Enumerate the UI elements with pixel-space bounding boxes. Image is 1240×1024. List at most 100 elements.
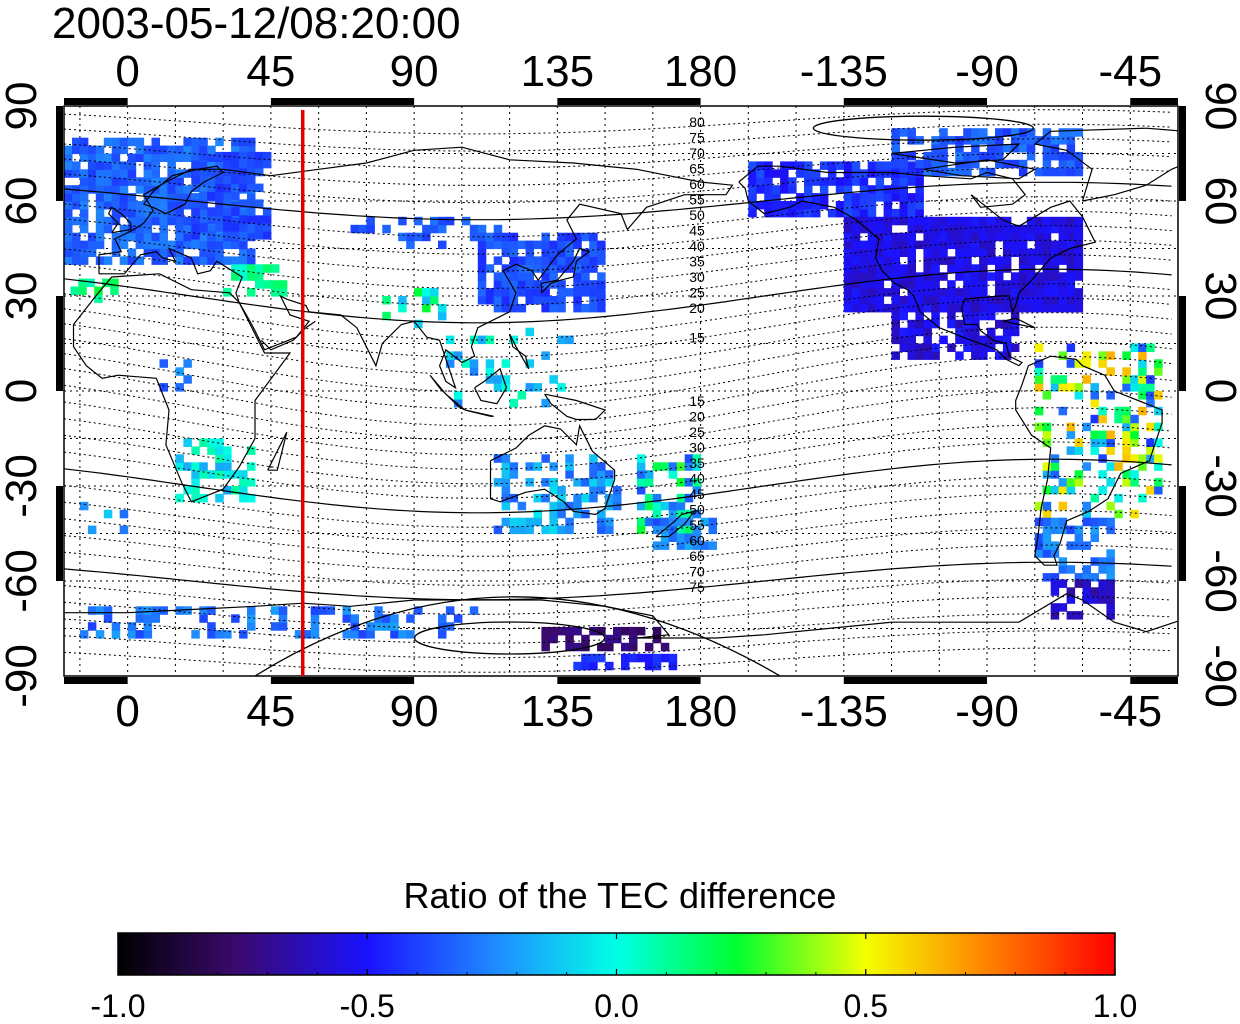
tec-patch — [581, 493, 590, 503]
tec-patch — [509, 280, 519, 289]
tec-patch — [684, 462, 694, 471]
tec-patch — [1106, 557, 1115, 566]
tec-patch — [517, 256, 527, 265]
tec-patch — [796, 161, 805, 170]
tec-patch — [605, 642, 614, 652]
tec-patch — [95, 606, 105, 615]
tec-patch — [613, 626, 622, 636]
contour-label-north: 55 — [689, 192, 705, 208]
tec-patch — [1042, 533, 1052, 542]
tec-patch — [414, 288, 423, 297]
tec-patch — [875, 240, 885, 250]
tec-patch — [445, 606, 455, 615]
y-tick-right: 60 — [1196, 177, 1240, 226]
tec-patch — [573, 493, 582, 503]
tec-patch — [804, 169, 813, 178]
tec-patch — [636, 653, 646, 663]
contour-line — [64, 210, 1172, 255]
tec-patch — [971, 144, 980, 153]
tec-patch — [939, 335, 948, 345]
tec-patch — [788, 161, 797, 170]
tec-patch — [565, 288, 574, 297]
axis-bar-top — [843, 98, 988, 105]
tec-patch — [1042, 264, 1052, 273]
tec-patch — [605, 525, 614, 535]
tec-patch — [270, 606, 280, 615]
colorbar-tick-label: 0.5 — [844, 988, 888, 1024]
tec-patch — [493, 478, 503, 487]
tec-patch — [239, 215, 248, 224]
tec-patch — [819, 177, 829, 186]
tec-patch — [1042, 470, 1052, 479]
tec-patch — [819, 185, 829, 194]
tec-patch — [565, 264, 574, 273]
tec-patch — [1034, 248, 1044, 257]
tec-patch — [525, 256, 534, 265]
tec-patch — [1130, 470, 1139, 479]
tec-patch — [541, 634, 550, 644]
tec-patch — [223, 175, 232, 185]
tec-patch — [772, 185, 781, 194]
tec-patch — [883, 232, 893, 242]
axis-bar-bottom — [64, 677, 128, 684]
tec-patch — [1018, 136, 1028, 145]
tec-patch — [923, 280, 932, 289]
tec-patch — [175, 462, 184, 471]
tec-patch — [1058, 159, 1068, 169]
tec-patch — [804, 185, 813, 194]
tec-patch — [1058, 525, 1068, 535]
tec-patch — [1066, 272, 1076, 281]
tec-patch — [1106, 478, 1115, 487]
tec-patch — [565, 248, 574, 257]
tec-patch — [1034, 501, 1044, 511]
tec-patch — [963, 240, 972, 250]
tec-patch — [1026, 272, 1036, 281]
tec-patch — [939, 248, 948, 257]
tec-patch — [995, 159, 1004, 169]
colorbar-title: Ratio of the TEC difference — [403, 875, 837, 916]
tec-patch — [565, 335, 574, 345]
tec-patch — [374, 606, 383, 615]
tec-patch — [875, 248, 885, 257]
tec-patch — [239, 199, 248, 208]
tec-patch — [676, 541, 686, 550]
tec-patch — [1034, 216, 1044, 226]
tec-patch — [597, 288, 606, 297]
tec-patch — [557, 240, 566, 250]
tec-patch — [64, 153, 73, 162]
tec-patch — [255, 159, 264, 169]
tec-patch — [907, 216, 916, 226]
tec-patch — [748, 177, 757, 186]
tec-patch — [111, 240, 121, 250]
tec-patch — [764, 193, 773, 202]
tec-patch — [255, 272, 264, 281]
tec-patch — [597, 296, 606, 305]
tec-patch — [907, 232, 916, 242]
tec-patch — [207, 161, 216, 170]
tec-patch — [573, 264, 582, 273]
contour-labels: 8075706560555045403530252015152025303540… — [689, 114, 705, 595]
tec-patch — [485, 264, 495, 273]
tec-patch — [931, 232, 940, 242]
tec-patch — [605, 517, 614, 527]
tec-patch — [923, 151, 932, 161]
tec-patch — [549, 264, 558, 273]
tec-patch — [835, 201, 845, 210]
contour-line — [64, 561, 1172, 601]
tec-patch — [835, 185, 845, 194]
tec-patch — [255, 167, 264, 177]
tec-patch — [183, 240, 192, 250]
tec-patch — [247, 256, 256, 265]
tec-patch — [899, 128, 908, 137]
tec-patch — [883, 288, 893, 297]
tec-patch — [851, 177, 861, 186]
tec-patch — [175, 256, 184, 265]
tec-patch — [79, 177, 89, 186]
tec-patch — [143, 177, 153, 186]
tec-patch — [199, 161, 208, 170]
tec-patch — [191, 462, 200, 471]
tec-patch — [963, 232, 972, 242]
tec-patch — [636, 626, 646, 636]
tec-patch — [95, 201, 105, 210]
tec-patch — [923, 351, 932, 360]
